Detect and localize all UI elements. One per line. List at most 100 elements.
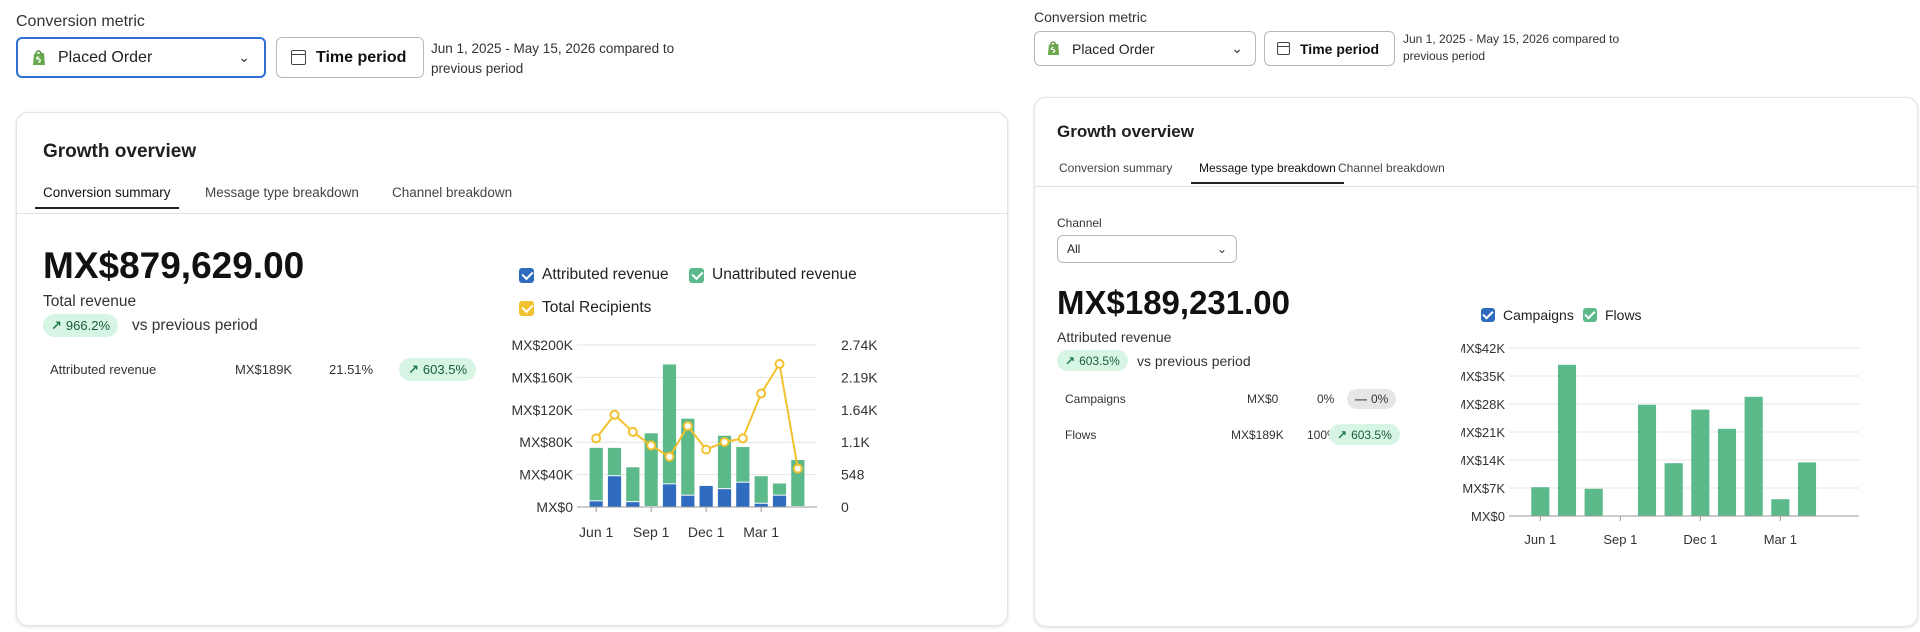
- x-tick-label: Mar 1: [1764, 532, 1797, 547]
- conversion-metric-label: Conversion metric: [16, 13, 145, 30]
- attributed-row-value: MX$189K: [235, 362, 293, 377]
- shopify-bag-icon: [32, 49, 46, 66]
- conversion-metric-value: Placed Order: [1072, 40, 1155, 57]
- y-tick-label: MX$80K: [519, 434, 573, 450]
- y-tick-label: MX$160K: [512, 369, 574, 385]
- trend-up-icon: ↗: [51, 317, 62, 333]
- flows-bar: [1664, 463, 1683, 516]
- flows-bar: [1717, 428, 1737, 516]
- legend-flows[interactable]: Flows: [1583, 307, 1642, 323]
- attributed-change-badge: ↗ 603.5%: [399, 358, 476, 381]
- recipients-point: [646, 440, 657, 451]
- recipients-point: [774, 358, 785, 369]
- campaigns-row-value: MX$0: [1247, 392, 1279, 406]
- total-change-value: 966.2%: [65, 318, 110, 333]
- recipients-point: [756, 388, 767, 399]
- legend-attributed-revenue[interactable]: Attributed revenue: [519, 266, 669, 284]
- tab-channel-breakdown[interactable]: Channel breakdown: [392, 185, 513, 200]
- trend-up-icon: ↗: [1065, 353, 1076, 368]
- conversion-metric-label: Conversion metric: [1034, 9, 1147, 25]
- attributed-change-value: 603.5%: [422, 362, 467, 377]
- legend-unattributed-revenue[interactable]: Unattributed revenue: [689, 266, 857, 284]
- flows-row-label: Flows: [1065, 428, 1097, 442]
- conversion-metric-dropdown[interactable]: Placed Order ⌄: [16, 37, 266, 78]
- attributed-row-label: Attributed revenue: [50, 362, 157, 377]
- attributed-row-share: 21.51%: [329, 362, 374, 377]
- checkbox-icon: [689, 267, 704, 283]
- card-title: Growth overview: [43, 141, 197, 162]
- unattributed-bar: [754, 476, 768, 503]
- date-range-line2: previous period: [431, 60, 524, 76]
- x-tick-label: Sep 1: [633, 524, 670, 540]
- recipients-point: [701, 444, 712, 455]
- unattributed-bar: [644, 433, 658, 506]
- total-change-badge: ↗ 966.2%: [43, 314, 118, 337]
- unattributed-bar: [772, 483, 787, 495]
- tab-channel-breakdown[interactable]: Channel breakdown: [1338, 161, 1445, 175]
- legend-label: Flows: [1605, 307, 1642, 323]
- recipients-point: [719, 436, 730, 447]
- time-period-label: Time period: [1300, 40, 1380, 57]
- recipients-point: [627, 426, 638, 437]
- y2-tick-label: 1.1K: [841, 434, 870, 450]
- y2-tick-label: 1.64K: [841, 402, 878, 418]
- date-range-line1: Jun 1, 2025 - May 15, 2026 compared to: [431, 41, 675, 56]
- campaigns-change-badge: — 0%: [1347, 389, 1397, 409]
- date-range-line1: Jun 1, 2025 - May 15, 2026 compared to: [1403, 32, 1620, 46]
- growth-overview-card: Growth overview Conversion summary Messa…: [16, 112, 1008, 626]
- time-period-button[interactable]: Time period: [276, 37, 424, 78]
- vs-previous-text: vs previous period: [1137, 353, 1251, 369]
- unattributed-bar: [717, 435, 732, 489]
- calendar-icon: [291, 50, 306, 65]
- flows-row-value: MX$189K: [1231, 428, 1284, 442]
- dash-icon: —: [1355, 392, 1367, 406]
- unattributed-bar: [681, 418, 695, 495]
- recipients-line: [595, 361, 799, 469]
- tab-conversion-summary[interactable]: Conversion summary: [1059, 161, 1173, 175]
- conversion-summary-chart: MX$200K MX$160K MX$120K MX$80K MX$40K MX$0 2.7…: [512, 337, 879, 540]
- tab-conversion-summary[interactable]: Conversion summary: [35, 185, 179, 209]
- flows-bar: [1637, 404, 1657, 516]
- growth-overview-card: Growth overview Conversion summary Messa…: [1034, 97, 1918, 627]
- tab-message-type-breakdown[interactable]: Message type breakdown: [1191, 161, 1344, 184]
- attributed-bar: [589, 501, 603, 507]
- y2-tick-label: 2.19K: [841, 369, 878, 385]
- calendar-icon: [1277, 42, 1290, 55]
- unattributed-bar: [607, 447, 622, 476]
- total-change-value: 603.5%: [1079, 353, 1120, 368]
- conversion-metric-dropdown[interactable]: Placed Order ⌄: [1034, 31, 1256, 66]
- y-tick-label: MX$40K: [519, 467, 573, 483]
- legend-campaigns[interactable]: Campaigns: [1481, 307, 1574, 323]
- recipients-point: [609, 409, 620, 420]
- conversion-metric-value: Placed Order: [58, 48, 153, 66]
- left-panel: Conversion metric Placed Order ⌄ Time pe…: [0, 0, 1020, 632]
- recipients-point: [737, 433, 748, 444]
- x-tick-label: Jun 1: [579, 524, 613, 540]
- attributed-bar: [754, 503, 768, 507]
- right-panel: Conversion metric Placed Order ⌄ Time pe…: [1030, 0, 1920, 632]
- y-tick-label: MX$200K: [512, 337, 574, 353]
- legend-total-recipients[interactable]: Total Recipients: [519, 299, 651, 317]
- channel-dropdown[interactable]: All ⌄: [1057, 235, 1237, 263]
- attributed-bar: [607, 476, 622, 507]
- time-period-button[interactable]: Time period: [1264, 31, 1395, 66]
- y-tick-label: MX$0: [536, 499, 573, 515]
- flows-bar: [1771, 499, 1790, 516]
- chevron-down-icon: ⌄: [1216, 242, 1227, 256]
- y-tick-label: MX$7K: [1462, 481, 1505, 496]
- total-change-badge: ↗ 603.5%: [1057, 350, 1128, 371]
- y-tick-label: MX$42K: [1461, 341, 1505, 356]
- attributed-bar: [681, 495, 695, 507]
- recipients-point: [792, 463, 803, 474]
- trend-up-icon: ↗: [1337, 427, 1348, 442]
- checkbox-icon: [519, 267, 534, 283]
- tab-message-type-breakdown[interactable]: Message type breakdown: [205, 185, 359, 200]
- campaigns-row-share: 0%: [1317, 392, 1335, 406]
- y2-tick-label: 548: [841, 467, 865, 483]
- legend-label: Campaigns: [1503, 307, 1574, 323]
- legend-label: Attributed revenue: [542, 266, 669, 283]
- flows-change-value: 603.5%: [1351, 427, 1392, 442]
- attributed-bar: [699, 485, 713, 507]
- y2-tick-label: 2.74K: [841, 337, 878, 353]
- y-tick-label: MX$35K: [1461, 369, 1505, 384]
